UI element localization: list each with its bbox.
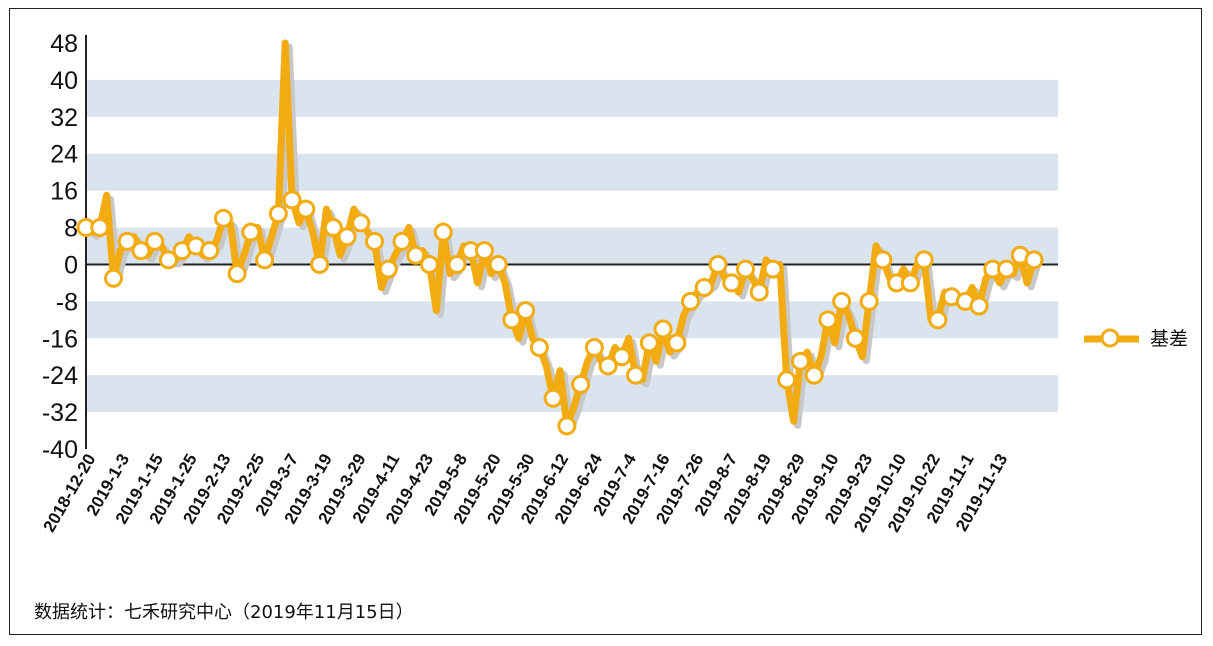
data-point	[296, 199, 316, 219]
data-point	[763, 259, 783, 279]
data-point	[873, 250, 893, 270]
y-tick-label: 24	[50, 141, 78, 169]
data-point	[694, 278, 714, 298]
data-point	[749, 282, 769, 302]
data-point	[735, 259, 755, 279]
y-tick-label: -40	[42, 436, 78, 464]
data-point	[488, 254, 508, 274]
data-point	[323, 218, 343, 238]
data-point	[708, 254, 728, 274]
data-point	[777, 370, 797, 390]
data-point	[131, 241, 151, 261]
data-point	[351, 213, 371, 233]
grid-band	[86, 79, 1058, 117]
data-point	[653, 319, 673, 339]
y-tick-label: -24	[42, 362, 78, 390]
data-point	[337, 227, 357, 247]
data-point	[914, 250, 934, 270]
data-point	[900, 273, 920, 293]
data-point	[158, 250, 178, 270]
data-point	[612, 347, 632, 367]
data-point	[90, 218, 110, 238]
data-point	[832, 291, 852, 311]
data-point	[859, 291, 879, 311]
y-tick-label: 48	[50, 30, 78, 58]
legend-label: 基差	[1150, 328, 1188, 350]
data-point	[241, 222, 261, 242]
data-point	[626, 365, 646, 385]
data-point	[804, 365, 824, 385]
data-point	[474, 241, 494, 261]
data-point	[213, 208, 233, 228]
data-point	[667, 333, 687, 353]
y-tick-label: 8	[64, 215, 78, 243]
data-point	[200, 241, 220, 261]
data-point	[543, 388, 563, 408]
y-axis-ticks: 48 40 32 24 16 8 0 -8 -16 -24 -32 -40	[42, 30, 1058, 464]
data-point	[845, 328, 865, 348]
data-point	[392, 231, 412, 251]
data-point	[790, 351, 810, 371]
data-point	[406, 245, 426, 265]
data-point	[1024, 250, 1044, 270]
data-point	[365, 231, 385, 251]
data-point	[378, 259, 398, 279]
data-point	[268, 204, 288, 224]
y-tick-label: -8	[56, 288, 78, 316]
x-axis-ticks: 2018-12-202019-1-32019-1-152019-1-252019…	[40, 450, 1012, 535]
series-line	[84, 39, 1038, 430]
data-point	[639, 333, 659, 353]
y-tick-label: 32	[50, 104, 78, 132]
data-point	[282, 190, 302, 210]
data-point	[145, 231, 165, 251]
data-point	[598, 356, 618, 376]
y-tick-label: 40	[50, 67, 78, 95]
data-point	[969, 296, 989, 316]
data-point	[419, 254, 439, 274]
data-point	[681, 291, 701, 311]
data-point	[516, 301, 536, 321]
data-point	[502, 310, 522, 330]
data-point	[103, 268, 123, 288]
source-note: 数据统计：七禾研究中心（2019年11月15日）	[34, 602, 414, 623]
data-point	[722, 273, 742, 293]
data-point	[255, 250, 275, 270]
series-basis	[76, 39, 1044, 436]
data-point	[227, 264, 247, 284]
data-point	[447, 254, 467, 274]
y-tick-label: 16	[50, 178, 78, 206]
grid-band	[86, 153, 1058, 191]
data-point	[557, 416, 577, 436]
legend-swatch-marker	[1100, 328, 1120, 348]
data-point	[310, 254, 330, 274]
data-point	[117, 231, 137, 251]
data-point	[928, 310, 948, 330]
y-tick-label: -32	[42, 399, 78, 427]
y-tick-label: 0	[64, 251, 78, 279]
grid-band	[86, 301, 1058, 339]
data-point	[433, 222, 453, 242]
data-point	[571, 374, 591, 394]
y-tick-label: -16	[42, 325, 78, 353]
legend: 基差	[1084, 328, 1188, 350]
data-point	[997, 259, 1017, 279]
data-point	[529, 338, 549, 357]
data-point	[584, 338, 604, 357]
data-point	[818, 310, 838, 330]
